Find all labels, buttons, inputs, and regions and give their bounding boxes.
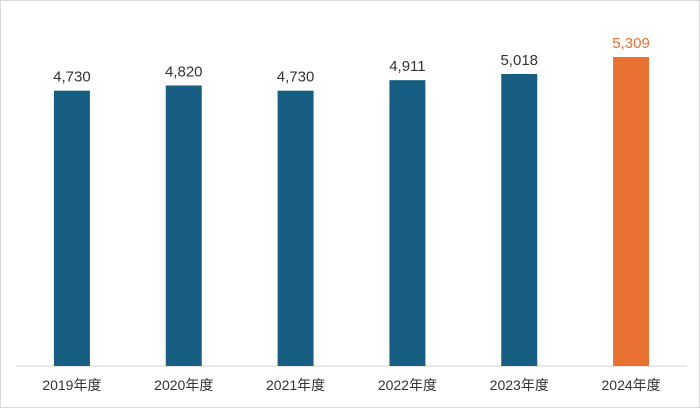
bar-1	[165, 85, 202, 366]
x-tick-label-4: 2023年度	[490, 377, 549, 393]
x-tick-label-5: 2024年度	[602, 377, 661, 393]
data-label-2: 4,730	[277, 69, 315, 86]
data-label-5: 5,309	[612, 35, 650, 52]
data-label-4: 5,018	[500, 52, 538, 69]
bar-5	[613, 57, 650, 366]
x-tick-label-2: 2021年度	[266, 377, 325, 393]
bar-3	[389, 80, 426, 366]
x-tick-label-0: 2019年度	[42, 377, 101, 393]
bar-0	[53, 90, 90, 366]
data-label-3: 4,911	[389, 58, 425, 75]
x-tick-label-1: 2020年度	[154, 377, 213, 393]
bar-2	[277, 90, 314, 366]
bar-4	[501, 73, 538, 367]
data-label-0: 4,730	[53, 69, 91, 86]
data-label-1: 4,820	[165, 63, 203, 80]
x-tick-label-3: 2022年度	[378, 377, 437, 393]
